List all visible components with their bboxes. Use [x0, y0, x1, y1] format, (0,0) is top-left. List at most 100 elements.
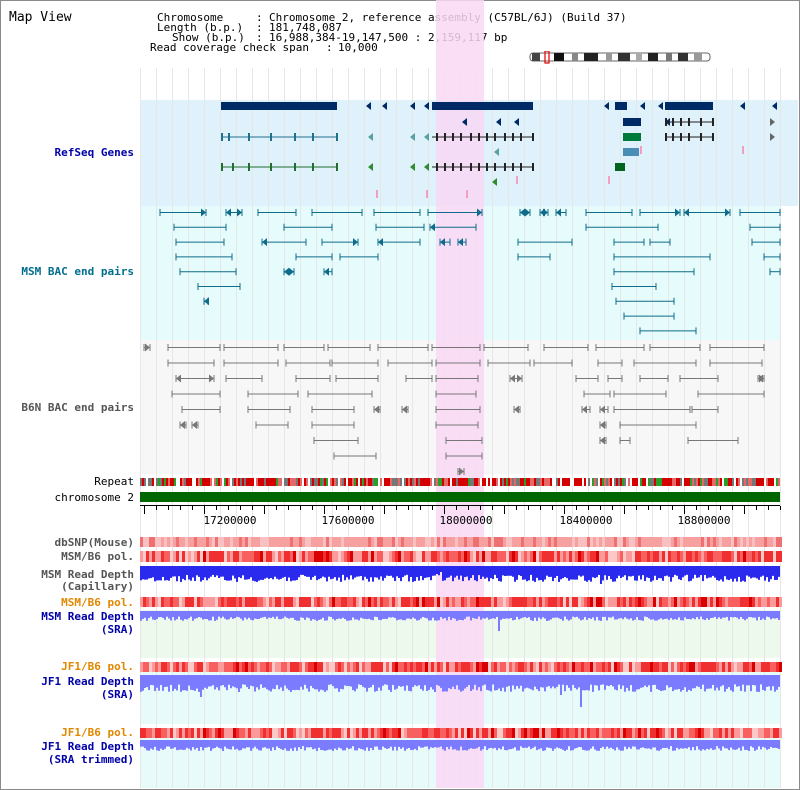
- jf1-trim-depth-bar: [344, 740, 346, 751]
- msm-pol-sra-heat-cell: [542, 597, 545, 607]
- repeat-feature: [744, 478, 746, 486]
- jf1-trim-depth-bar: [350, 740, 352, 749]
- jf1-sra-depth-bar: [634, 675, 636, 692]
- repeat-feature: [222, 478, 224, 486]
- track-label-jf1-depth[interactable]: JF1 Read Depth: [41, 675, 134, 688]
- repeat-feature: [706, 478, 708, 486]
- repeat-feature: [596, 478, 598, 486]
- dbsnp-heat-cell: [683, 537, 686, 547]
- repeat-feature: [174, 478, 176, 486]
- msm-bac-pair-marker: [262, 238, 267, 247]
- jf1-pol-trim-heat-cell: [419, 728, 422, 738]
- dbsnp-heat-cell: [539, 537, 542, 547]
- track-label-jf1-depth-trim[interactable]: JF1 Read Depth: [41, 740, 134, 753]
- repeat-feature: [186, 478, 188, 486]
- jf1-sra-depth-bar: [600, 675, 602, 685]
- track-label-refseq[interactable]: RefSeq Genes: [54, 146, 134, 159]
- jf1-trim-depth-bar: [296, 740, 298, 751]
- track-label-repeat[interactable]: Repeat: [94, 475, 134, 488]
- repeat-feature: [662, 478, 664, 486]
- chromosome-ideogram[interactable]: [528, 51, 712, 65]
- dbsnp-heat-cell: [719, 537, 722, 547]
- jf1-trim-depth-bar: [418, 740, 420, 747]
- msm-cap-depth-bar: [578, 566, 580, 576]
- msm-bac-pair-marker: [204, 297, 209, 306]
- jf1-trim-depth-bar: [520, 740, 522, 747]
- msm-pol-sra-heat-cell: [182, 597, 185, 607]
- msm-pol-sra-heat-cell: [752, 597, 755, 607]
- msm-sra-depth-bar: [538, 611, 540, 618]
- jf1-pol-trim-heat-cell: [302, 728, 305, 738]
- jf1-pol-heat-cell: [302, 662, 305, 672]
- track-label-jf1-pol-trim[interactable]: JF1/B6 pol.: [61, 726, 134, 739]
- jf1-pol-heat-cell: [506, 662, 509, 672]
- msm-pol-heat-cell: [587, 551, 590, 562]
- track-label-msm-depth-cap[interactable]: MSM Read Depth: [41, 568, 134, 581]
- jf1-pol-trim-heat-cell: [161, 728, 164, 738]
- msm-pol-sra-heat-cell: [518, 597, 521, 607]
- msm-sra-depth-bar: [388, 611, 390, 618]
- track-label-msm-pol[interactable]: MSM/B6 pol.: [61, 550, 134, 563]
- jf1-pol-heat-cell: [779, 662, 782, 672]
- jf1-pol-heat-cell: [656, 662, 659, 672]
- repeat-feature: [192, 478, 194, 486]
- jf1-trim-depth-bar: [684, 740, 686, 749]
- msm-pol-heat-cell: [530, 551, 533, 562]
- track-label-dbsnp[interactable]: dbSNP(Mouse): [54, 536, 134, 549]
- msm-pol-heat-cell: [146, 551, 149, 562]
- track-label-b6n-bac[interactable]: B6N BAC end pairs: [21, 401, 134, 414]
- msm-pol-sra-heat-cell: [242, 597, 245, 607]
- jf1-trim-depth-bar: [160, 740, 162, 749]
- track-label-jf1-pol[interactable]: JF1/B6 pol.: [61, 660, 134, 673]
- jf1-trim-depth-bar: [658, 740, 660, 751]
- msm-pol-sra-heat-cell: [245, 597, 248, 607]
- msm-cap-depth-bar: [426, 566, 428, 578]
- msm-bac-pair-marker: [675, 208, 680, 217]
- track-label-msm-pol-sra[interactable]: MSM/B6 pol.: [61, 596, 134, 609]
- dbsnp-heat-cell: [413, 537, 416, 547]
- msm-pol-sra-heat-cell: [218, 597, 221, 607]
- msm-pol-sra-heat-cell: [740, 597, 743, 607]
- repeat-feature: [642, 478, 644, 486]
- jf1-pol-heat-cell: [140, 662, 143, 672]
- jf1-trim-depth-bar: [212, 740, 214, 749]
- jf1-pol-heat-cell: [527, 662, 530, 672]
- dbsnp-heat-cell: [500, 537, 503, 547]
- jf1-pol-heat-cell: [269, 662, 272, 672]
- jf1-pol-heat-cell: [686, 662, 689, 672]
- jf1-pol-trim-heat-cell: [335, 728, 338, 738]
- jf1-pol-heat-cell: [707, 662, 710, 672]
- msm-pol-sra-heat-cell: [248, 597, 251, 607]
- jf1-sra-depth-bar: [744, 675, 746, 692]
- msm-pol-heat-cell: [605, 551, 608, 562]
- repeat-feature: [226, 478, 228, 486]
- msm-pol-sra-heat-cell: [674, 597, 677, 607]
- msm-pol-sra-heat-cell: [425, 597, 428, 607]
- jf1-pol-trim-heat-cell: [428, 728, 431, 738]
- msm-sra-depth-bar: [396, 611, 398, 621]
- msm-pol-sra-heat-cell: [737, 597, 740, 607]
- jf1-trim-depth-bar: [424, 740, 426, 747]
- track-label-msm-depth-sra[interactable]: MSM Read Depth: [41, 610, 134, 623]
- jf1-pol-trim-heat-cell: [674, 728, 677, 738]
- msm-sra-depth-bar: [706, 611, 708, 619]
- msm-sra-depth-bar: [350, 611, 352, 621]
- jf1-trim-depth-bar: [692, 740, 694, 748]
- msm-pol-heat-cell: [716, 551, 719, 562]
- jf1-sra-depth-bar: [520, 675, 522, 686]
- msm-pol-sra-heat-cell: [461, 597, 464, 607]
- msm-cap-depth-bar: [252, 566, 254, 581]
- jf1-pol-trim-heat-cell: [680, 728, 683, 738]
- jf1-pol-heat-cell: [617, 662, 620, 672]
- jf1-pol-trim-heat-cell: [140, 728, 143, 738]
- msm-pol-sra-heat-cell: [260, 597, 263, 607]
- track-label-msm-bac[interactable]: MSM BAC end pairs: [21, 265, 134, 278]
- repeat-feature: [550, 478, 552, 486]
- msm-pol-sra-heat-cell: [152, 597, 155, 607]
- msm-cap-depth-bar: [352, 566, 354, 580]
- repeat-feature: [264, 478, 266, 486]
- repeat-feature: [762, 478, 764, 486]
- msm-cap-depth-bar: [174, 566, 176, 577]
- msm-sra-depth-bar: [670, 611, 672, 619]
